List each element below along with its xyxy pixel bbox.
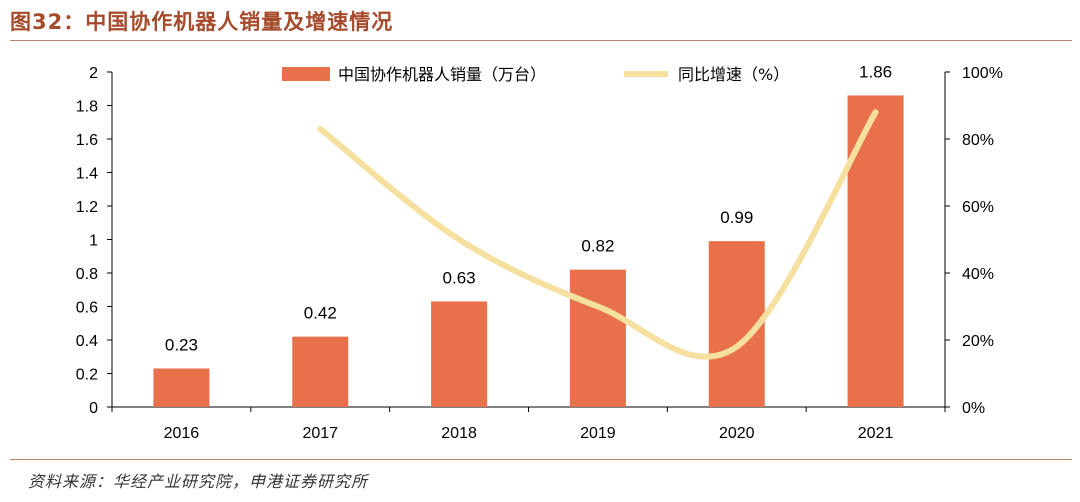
bar-value-label: 1.86 (859, 62, 892, 81)
right-tick-label: 60% (962, 199, 994, 216)
axes: 00.20.40.60.811.21.41.61.820%20%40%60%80… (76, 65, 1003, 442)
bar-2017 (292, 336, 349, 407)
data-labels: 0.23 0.42 0.63 0.82 0.99 1.86 (165, 62, 892, 354)
left-tick-label: 2 (89, 65, 98, 82)
bar-value-label: 0.63 (443, 268, 476, 287)
bar-value-label: 0.23 (165, 335, 198, 354)
left-tick-label: 1.4 (76, 166, 98, 183)
left-tick-label: 1 (89, 233, 98, 250)
bar-2018 (431, 301, 488, 407)
growth-line-series (317, 109, 879, 360)
x-tick-label: 2020 (719, 425, 755, 442)
bar-2019 (569, 269, 626, 407)
legend: 中国协作机器人销量（万台） 同比增速（%） (282, 65, 789, 84)
source-note: 资料来源：华经产业研究院，申港证券研究所 (28, 472, 369, 491)
bar-series (153, 95, 904, 407)
x-tick-label: 2017 (302, 425, 338, 442)
left-tick-label: 1.8 (76, 99, 98, 116)
figure-title: 图32：中国协作机器人销量及增速情况 (10, 10, 394, 34)
bar-2016 (153, 368, 210, 407)
bar-value-label: 0.42 (304, 304, 337, 323)
top-divider (10, 40, 1072, 41)
right-tick-label: 0% (962, 400, 985, 417)
right-tick-label: 100% (962, 65, 1003, 82)
legend-bar-swatch (282, 67, 330, 81)
right-tick-label: 40% (962, 266, 994, 283)
bottom-divider (10, 459, 1072, 460)
x-tick-label: 2019 (580, 425, 616, 442)
legend-line-label: 同比增速（%） (678, 65, 789, 84)
bar-value-label: 0.99 (720, 208, 753, 227)
right-tick-label: 20% (962, 333, 994, 350)
growth-line (317, 109, 879, 360)
left-tick-label: 0.2 (76, 367, 98, 384)
left-tick-label: 1.6 (76, 132, 98, 149)
legend-bar-label: 中国协作机器人销量（万台） (338, 65, 546, 84)
x-tick-label: 2021 (858, 425, 894, 442)
right-tick-label: 80% (962, 132, 994, 149)
x-tick-label: 2016 (164, 425, 200, 442)
bar-2021 (847, 95, 904, 407)
left-tick-label: 0 (89, 400, 98, 417)
chart: 00.20.40.60.811.21.41.61.820%20%40%60%80… (76, 62, 1003, 442)
bar-value-label: 0.82 (581, 237, 614, 256)
x-tick-label: 2018 (441, 425, 477, 442)
left-tick-label: 0.6 (76, 300, 98, 317)
left-tick-label: 0.8 (76, 266, 98, 283)
left-tick-label: 1.2 (76, 199, 98, 216)
left-tick-label: 0.4 (76, 333, 98, 350)
